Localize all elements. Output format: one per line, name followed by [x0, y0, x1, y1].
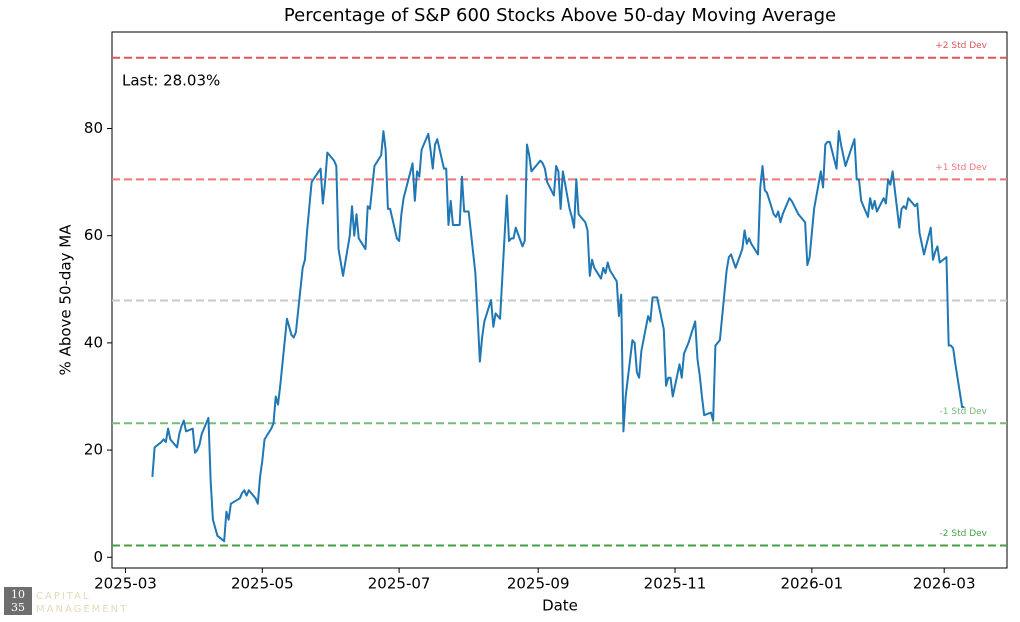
- reference-label: -1 Std Dev: [940, 407, 988, 417]
- y-tick-label: 40: [84, 333, 103, 351]
- reference-label: -2 Std Dev: [940, 529, 988, 539]
- y-tick-label: 0: [93, 548, 103, 566]
- logo-text: 35: [11, 601, 25, 614]
- x-tick-label: 2025-03: [94, 575, 157, 593]
- x-tick-label: 2025-09: [507, 575, 570, 593]
- y-tick-label: 80: [84, 119, 103, 137]
- logo-text: MANAGEMENT: [36, 604, 128, 615]
- chart-title: Percentage of S&P 600 Stocks Above 50-da…: [284, 5, 836, 26]
- x-tick-label: 2026-01: [781, 575, 844, 593]
- reference-label: +1 Std Dev: [935, 163, 987, 173]
- y-tick-label: 60: [84, 226, 103, 244]
- logo-box: [4, 587, 32, 615]
- x-tick-label: 2025-11: [644, 575, 707, 593]
- y-axis-label: % Above 50-day MA: [57, 224, 75, 376]
- x-tick-label: 2025-05: [231, 575, 294, 593]
- logo-text: 10: [11, 588, 25, 601]
- data-line: [151, 130, 965, 543]
- annotation: Last: 28.03%: [122, 72, 220, 90]
- y-tick-label: 20: [84, 441, 103, 459]
- x-tick-label: 2026-03: [913, 575, 976, 593]
- reference-label: +2 Std Dev: [935, 41, 987, 51]
- x-axis-label: Date: [542, 597, 578, 615]
- x-tick-label: 2025-07: [368, 575, 431, 593]
- logo-text: CAPITAL: [36, 591, 91, 602]
